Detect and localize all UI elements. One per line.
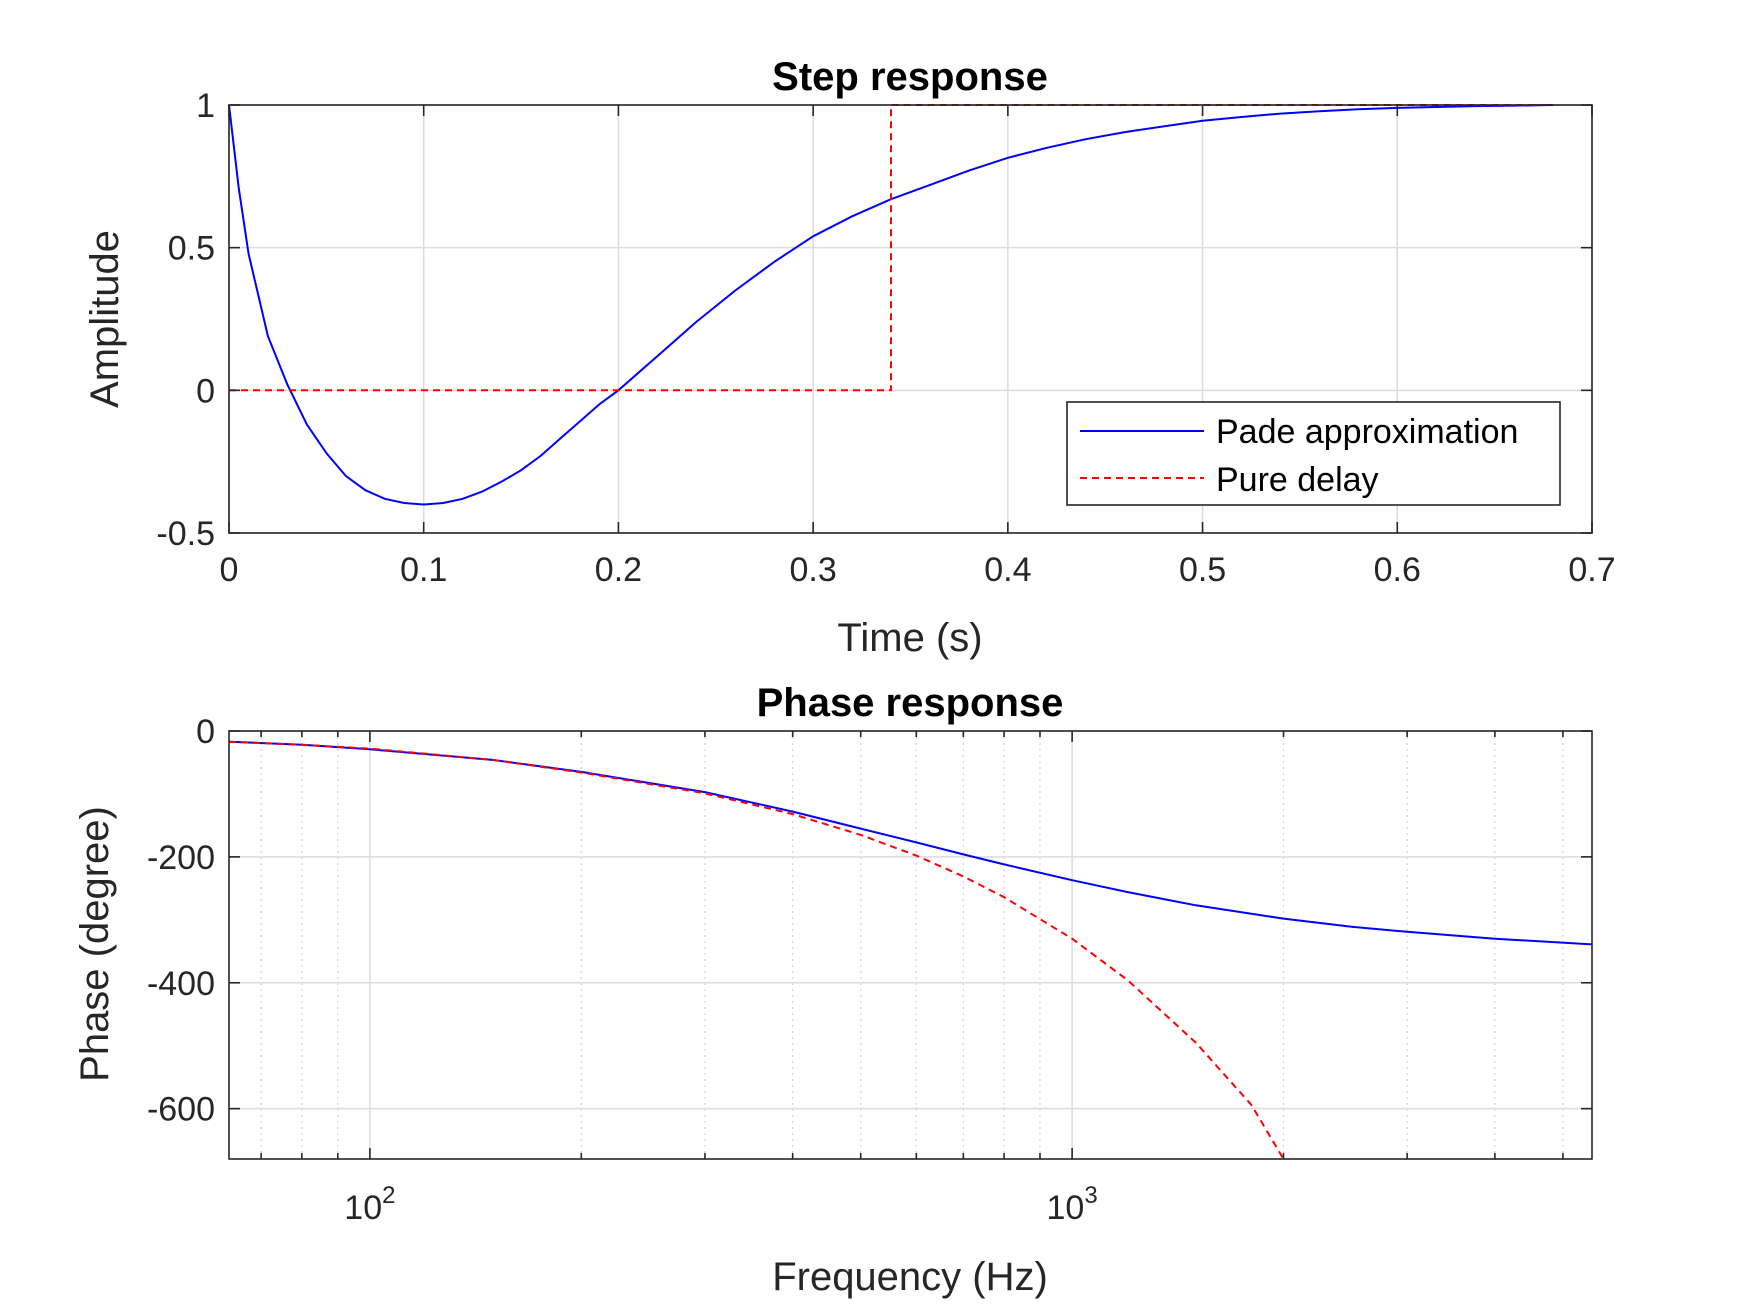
step-ytick-label: 0.5: [168, 230, 215, 268]
phase-xlabel: Frequency (Hz): [772, 1255, 1048, 1299]
phase-xtick-exponent: 2: [382, 1182, 395, 1209]
phase-xtick-exponent: 3: [1084, 1182, 1097, 1209]
step-axes-box: [228, 104, 1593, 534]
step-xtick-label: 0.6: [1374, 551, 1421, 589]
phase-axes-box: [228, 730, 1593, 1160]
phase-ytick-label: -400: [147, 965, 215, 1003]
step-ytick-label: -0.5: [156, 515, 215, 553]
phase-ylabel: Phase (degree): [73, 806, 117, 1082]
step-ytick-label: 1: [196, 87, 215, 125]
step-xlabel: Time (s): [837, 616, 982, 660]
phase-xtick-base: 10: [344, 1189, 382, 1227]
phase-xtick-base: 10: [1047, 1189, 1085, 1227]
phase-ytick-label: -600: [147, 1091, 215, 1129]
step-ylabel: Amplitude: [83, 230, 127, 408]
legend-box: [1066, 401, 1561, 506]
step-ticks: 0 0.1 0.2 0.3 0.4 0.5 0.6 0.7-0.500.51: [156, 87, 1615, 589]
step-xtick-label: 0.4: [984, 551, 1031, 589]
step-ytick-label: 0: [196, 372, 215, 410]
step-title: Step response: [772, 55, 1048, 99]
step-xtick-label: 0.2: [595, 551, 642, 589]
phase-ytick-label: -200: [147, 839, 215, 877]
step-xtick-label: 0.1: [400, 551, 447, 589]
phase-xtick-label: 102: [344, 1182, 395, 1227]
phase-series-lines: [228, 740, 1593, 1160]
step-xtick-label: 0.3: [790, 551, 837, 589]
step-response-axes: 0 0.1 0.2 0.3 0.4 0.5 0.6 0.7-0.500.51 Step res…: [83, 55, 1616, 660]
legend-label-pade: Pade approximation: [1216, 413, 1518, 451]
step-xtick-label: 0.7: [1568, 551, 1615, 589]
phase-ytick-label: 0: [196, 713, 215, 751]
legend-label-delay: Pure delay: [1216, 461, 1379, 499]
phase-title: Phase response: [757, 681, 1064, 725]
step-xtick-label: 0.5: [1179, 551, 1226, 589]
step-xtick-label: 0: [220, 551, 239, 589]
step-series-pade-line: [228, 104, 1554, 506]
phase-xtick-label: 103: [1047, 1182, 1098, 1227]
step-legend: Pade approximation Pure delay: [1066, 401, 1561, 506]
